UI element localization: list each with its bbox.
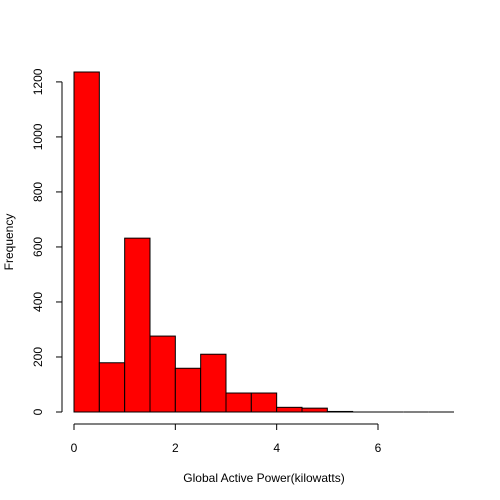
x-tick-label: 0 bbox=[71, 441, 78, 455]
histogram-bar bbox=[200, 353, 227, 413]
y-tick-label: 200 bbox=[31, 347, 45, 367]
y-tick-label: 0 bbox=[31, 408, 45, 415]
y-tick-label: 800 bbox=[31, 182, 45, 202]
y-axis-title: Frequency bbox=[2, 214, 16, 271]
x-axis-title: Global Active Power(kilowatts) bbox=[183, 471, 344, 485]
y-tick-label: 1000 bbox=[31, 123, 45, 150]
x-tick-label: 4 bbox=[273, 441, 280, 455]
histogram-bar bbox=[301, 407, 328, 413]
histogram-bar bbox=[250, 392, 278, 413]
histogram-bar bbox=[149, 335, 176, 413]
x-axis: 0 2 4 6 bbox=[71, 423, 382, 455]
histogram-bar bbox=[276, 406, 303, 413]
y-tick-label: 1200 bbox=[31, 68, 45, 95]
histogram-bar bbox=[326, 410, 354, 413]
bars-group bbox=[73, 71, 454, 413]
y-tick-label: 600 bbox=[31, 237, 45, 257]
histogram-bar bbox=[174, 367, 202, 413]
y-tick-label: 400 bbox=[31, 292, 45, 312]
histogram-bar bbox=[73, 71, 100, 413]
x-tick-label: 6 bbox=[375, 441, 382, 455]
y-axis: 0 200 400 600 800 1000 1200 bbox=[31, 68, 63, 415]
histogram-bar bbox=[98, 362, 126, 413]
x-tick-label: 2 bbox=[172, 441, 179, 455]
histogram-bar bbox=[225, 392, 252, 413]
histogram-bar bbox=[124, 237, 151, 413]
